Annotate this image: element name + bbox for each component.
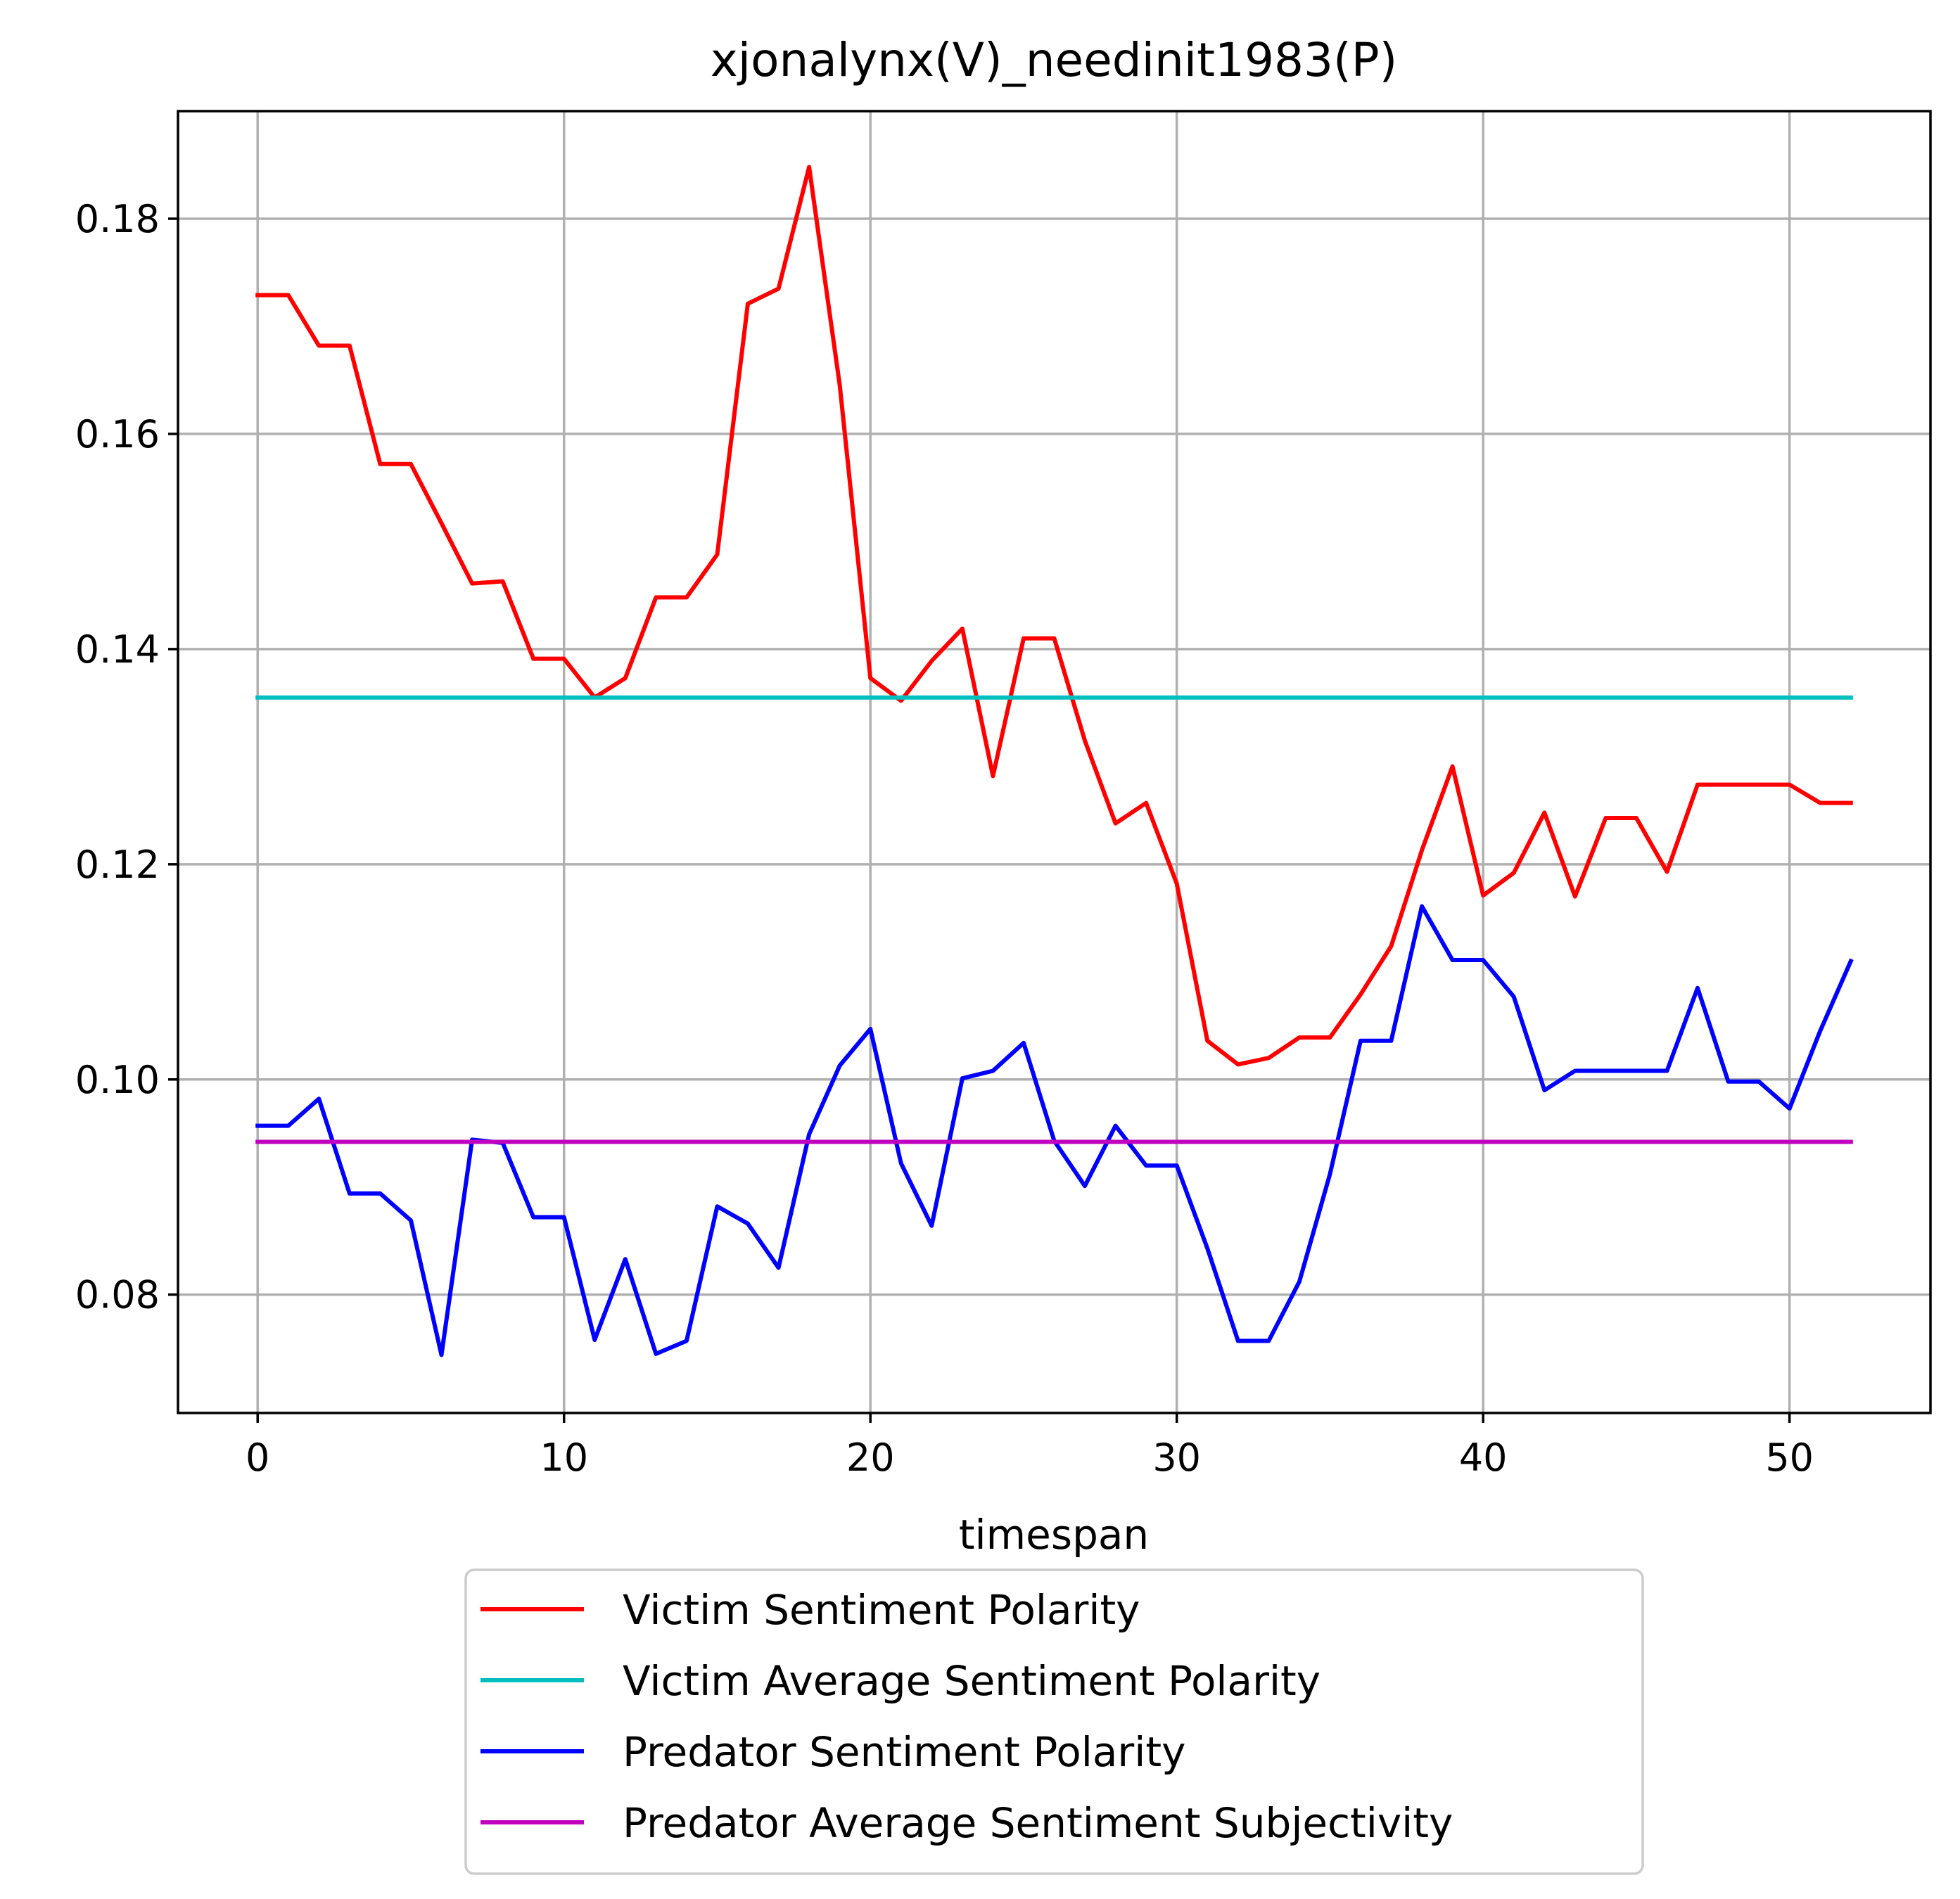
y-tick-label: 0.14 xyxy=(75,627,160,672)
y-tick-label: 0.16 xyxy=(75,412,160,456)
x-tick-label: 40 xyxy=(1459,1436,1508,1480)
series-line-0 xyxy=(255,165,1853,1067)
x-tick-label: 0 xyxy=(246,1436,269,1480)
legend-label-1: Victim Average Sentiment Polarity xyxy=(623,1657,1321,1705)
x-axis-label: timespan xyxy=(959,1511,1149,1559)
x-tick-label: 30 xyxy=(1152,1436,1201,1480)
plot-frame xyxy=(177,110,1932,1414)
axis-ticks: 0 10 20 30 40 50 0.08 0.10 0.12 0.14 0.16 0.18 xyxy=(75,197,1814,1480)
legend-label-2: Predator Sentiment Polarity xyxy=(623,1728,1185,1776)
legend: Victim Sentiment Polarity Victim Average … xyxy=(464,1568,1644,1875)
plot-series xyxy=(255,165,1854,1357)
grid xyxy=(178,111,1930,1413)
chart-title: xjonalynx(V)_needinit1983(P) xyxy=(711,33,1398,87)
y-tick-label: 0.08 xyxy=(75,1273,160,1317)
legend-label-3: Predator Average Sentiment Subjectivity xyxy=(623,1799,1453,1847)
y-tick-label: 0.10 xyxy=(75,1058,160,1102)
x-tick-label: 20 xyxy=(846,1436,895,1480)
legend-label-0: Victim Sentiment Polarity xyxy=(623,1586,1140,1634)
x-tick-label: 10 xyxy=(540,1436,588,1480)
x-tick-label: 50 xyxy=(1765,1436,1814,1480)
y-tick-label: 0.12 xyxy=(75,843,160,887)
y-tick-label: 0.18 xyxy=(75,197,160,241)
legend-frame xyxy=(464,1568,1644,1875)
